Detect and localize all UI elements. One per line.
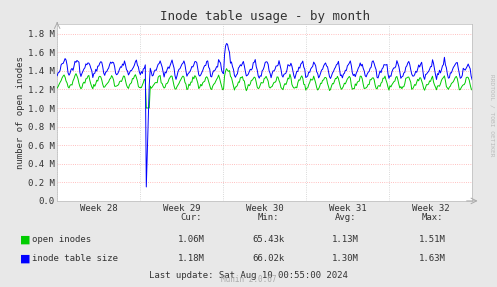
Text: Avg:: Avg:	[334, 213, 356, 222]
Text: Max:: Max:	[421, 213, 443, 222]
Text: open inodes: open inodes	[32, 235, 91, 244]
Text: 1.30M: 1.30M	[332, 254, 359, 263]
Text: Munin 2.0.67: Munin 2.0.67	[221, 275, 276, 284]
Text: 1.51M: 1.51M	[419, 235, 446, 244]
Text: inode table size: inode table size	[32, 254, 118, 263]
Text: 1.06M: 1.06M	[178, 235, 205, 244]
Y-axis label: number of open inodes: number of open inodes	[16, 56, 25, 169]
Title: Inode table usage - by month: Inode table usage - by month	[160, 10, 370, 23]
Text: Min:: Min:	[257, 213, 279, 222]
Text: 1.13M: 1.13M	[332, 235, 359, 244]
Text: RRDTOOL / TOBI OETIKER: RRDTOOL / TOBI OETIKER	[490, 73, 495, 156]
Text: Cur:: Cur:	[180, 213, 202, 222]
Text: 1.63M: 1.63M	[419, 254, 446, 263]
Text: ■: ■	[20, 235, 30, 245]
Text: 65.43k: 65.43k	[252, 235, 284, 244]
Text: 1.18M: 1.18M	[178, 254, 205, 263]
Text: Last update: Sat Aug 10 00:55:00 2024: Last update: Sat Aug 10 00:55:00 2024	[149, 271, 348, 280]
Text: 66.02k: 66.02k	[252, 254, 284, 263]
Text: ■: ■	[20, 254, 30, 264]
